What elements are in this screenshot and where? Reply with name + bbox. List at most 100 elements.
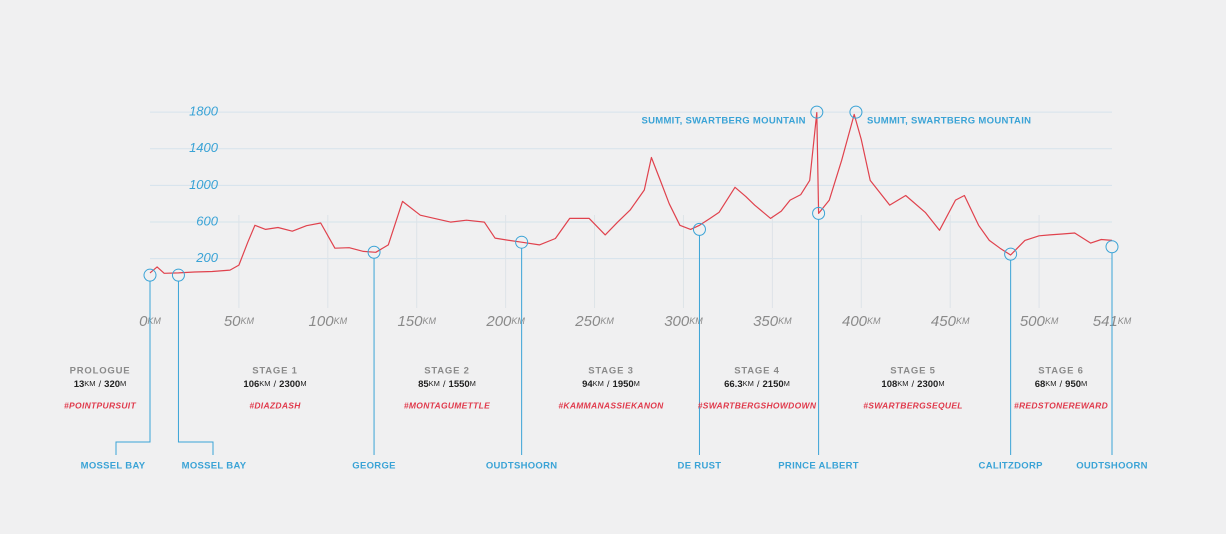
climb-value: 2150 [763, 379, 784, 390]
town-label: DE RUST [678, 461, 722, 472]
town-label: PRINCE ALBERT [778, 461, 859, 472]
x-tick-value: 200 [485, 313, 512, 330]
summit-marker [849, 105, 863, 119]
x-tick-label: 0KM [139, 313, 161, 330]
stage-hashtag: #REDSTONEREWARD [1014, 400, 1108, 410]
distance-value: 85 [418, 379, 429, 390]
x-tick-label: 200KM [485, 313, 525, 330]
town-label: MOSSEL BAY [182, 461, 247, 472]
separator: / [99, 379, 102, 390]
stage-hashtag: #SWARTBERGSHOWDOWN [698, 400, 817, 410]
y-tick-label: 1400 [189, 140, 219, 155]
unit: KM [593, 379, 604, 388]
climb-value: 320 [104, 379, 120, 390]
x-tick-value: 250 [574, 313, 601, 330]
y-tick-label: 200 [195, 250, 218, 265]
unit: M [784, 379, 790, 388]
x-tick-value: 50 [224, 313, 241, 330]
distance-value: 94 [582, 379, 593, 390]
town-leader [115, 281, 151, 455]
x-tick-value: 450 [931, 313, 957, 330]
x-tick-unit: KM [1045, 316, 1059, 326]
unit: M [120, 379, 126, 388]
x-tick-label: 50KM [224, 313, 255, 330]
x-tick-value: 400 [842, 313, 868, 330]
x-tick-unit: KM [1118, 316, 1132, 326]
separator: / [757, 379, 760, 390]
elevation-line [149, 112, 1113, 274]
x-tick-unit: KM [511, 316, 525, 326]
unit: KM [743, 379, 754, 388]
town-label: OUDTSHOORN [486, 461, 558, 472]
stage-distance: 85KM/1550M [418, 379, 476, 390]
climb-value: 950 [1065, 379, 1081, 390]
x-tick-unit: KM [147, 316, 161, 326]
town-label: OUDTSHOORN [1076, 461, 1148, 472]
x-tick-label: 450KM [931, 313, 970, 330]
unit: M [300, 379, 306, 388]
y-tick-label: 1000 [189, 177, 219, 192]
unit: KM [84, 379, 95, 388]
separator: / [274, 379, 277, 390]
town-marker [692, 222, 706, 236]
x-tick-label: 150KM [397, 313, 436, 330]
town-label: CALITZDORP [979, 461, 1044, 472]
stage-hashtag: #MONTAGUMETTLE [404, 400, 490, 410]
stage-distance: 66.3KM/2150M [724, 379, 790, 390]
town-marker [143, 268, 157, 282]
x-tick-value: 150 [397, 313, 423, 330]
x-tick-unit: KM [422, 316, 436, 326]
stage-hashtag: #KAMMANASSIEKANON [558, 400, 664, 410]
stage-name: PROLOGUE [70, 366, 131, 377]
separator: / [443, 379, 446, 390]
town-leader [177, 281, 214, 455]
stage-name: STAGE 5 [890, 366, 936, 377]
climb-value: 2300 [279, 379, 300, 390]
separator: / [607, 379, 610, 390]
climb-value: 1550 [449, 379, 470, 390]
x-tick-unit: KM [867, 316, 881, 326]
stage-distance: 13KM /320M [74, 379, 127, 390]
x-tick-label: 500KM [1020, 313, 1059, 330]
town-marker [367, 245, 381, 259]
x-tick-value: 500 [1020, 313, 1046, 330]
stage-distance: 68KM /950M [1035, 379, 1088, 390]
distance-value: 68 [1035, 379, 1046, 390]
town-label: MOSSEL BAY [81, 461, 146, 472]
distance-value: 106 [243, 379, 259, 390]
town-marker [812, 206, 826, 220]
unit: M [938, 379, 944, 388]
stage-distance: 108KM /2300M [881, 379, 944, 390]
x-tick-value: 541 [1093, 313, 1118, 330]
x-tick-label: 100KM [309, 313, 348, 330]
x-tick-unit: KM [334, 316, 348, 326]
unit: M [634, 379, 640, 388]
stage-distance: 106KM /2300M [243, 379, 306, 390]
y-tick-label: 1800 [189, 104, 219, 119]
y-tick-label: 600 [196, 213, 218, 228]
x-tick-value: 350 [753, 313, 779, 330]
stage-hashtag: #POINTPURSUIT [64, 400, 136, 410]
x-tick-label: 250KM [574, 313, 614, 330]
x-tick-unit: KM [956, 316, 970, 326]
x-tick-label: 300KM [664, 313, 703, 330]
distance-value: 13 [74, 379, 85, 390]
x-tick-label: 350KM [753, 313, 792, 330]
stage-distance: 94KM/1950M [582, 379, 640, 390]
unit: M [1081, 379, 1087, 388]
stage-hashtag: #DIAZDASH [249, 400, 301, 410]
x-tick-unit: KM [241, 316, 255, 326]
distance-value: 66.3 [724, 379, 743, 390]
x-tick-value: 0 [139, 313, 148, 330]
x-tick-value: 300 [664, 313, 690, 330]
unit: M [470, 379, 476, 388]
separator: / [912, 379, 915, 390]
x-tick-unit: KM [600, 316, 614, 326]
town-marker [1004, 247, 1018, 261]
stage-name: STAGE 4 [734, 366, 780, 377]
x-tick-value: 100 [309, 313, 335, 330]
town-marker [515, 235, 529, 249]
stage-name: STAGE 1 [252, 366, 298, 377]
stage-name: STAGE 6 [1038, 366, 1084, 377]
